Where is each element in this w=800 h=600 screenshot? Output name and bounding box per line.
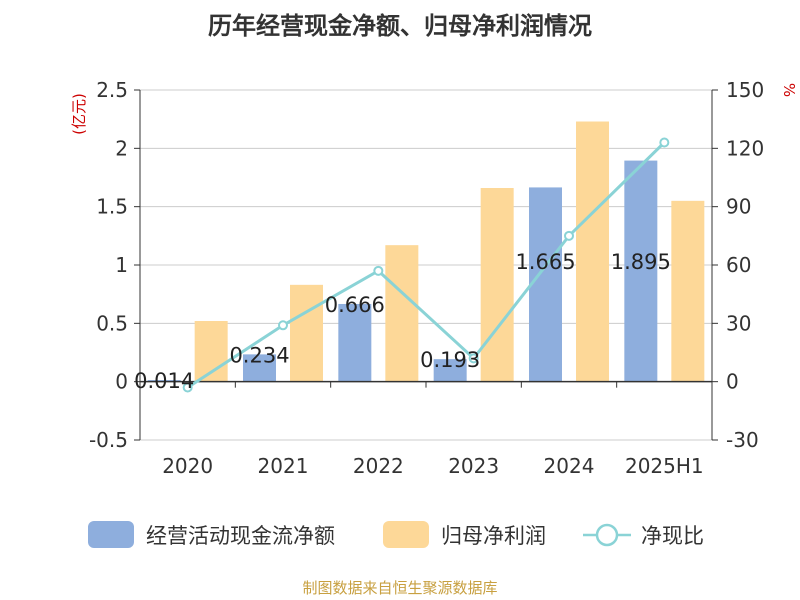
y-left-tick-label: 1.5 bbox=[96, 195, 128, 219]
source-note: 制图数据来自恒生聚源数据库 bbox=[302, 579, 498, 597]
bar-data-label: 0.234 bbox=[229, 343, 289, 367]
legend-label: 归母净利润 bbox=[441, 524, 546, 548]
y-right-tick-label: 60 bbox=[726, 253, 751, 277]
ratio-point bbox=[278, 320, 288, 331]
ratio-polyline bbox=[186, 141, 666, 389]
legend-label: 经营活动现金流净额 bbox=[146, 524, 335, 548]
y-right-tick-label: 0 bbox=[726, 370, 739, 394]
y-right-tick-label: -30 bbox=[726, 428, 759, 452]
legend-label: 净现比 bbox=[641, 524, 704, 548]
legend-swatch bbox=[88, 521, 134, 548]
ratio-line bbox=[182, 137, 670, 393]
bar-data-label: 1.895 bbox=[611, 250, 671, 274]
y-right-tick-label: 90 bbox=[726, 195, 751, 219]
bar-cash-flow bbox=[338, 303, 372, 382]
legend: 经营活动现金流净额 归母净利润 净现比 bbox=[88, 521, 704, 548]
data-labels: 0.014 0.234 0.666 0.193 1.665 1.895 bbox=[134, 250, 671, 393]
x-tick-label: 2021 bbox=[258, 454, 309, 478]
y-right-tick-label: 30 bbox=[726, 311, 751, 335]
x-tick-label: 2025H1 bbox=[625, 454, 704, 478]
bar-net-profit bbox=[290, 284, 323, 382]
x-tick-label: 2023 bbox=[448, 454, 499, 478]
y-left-tick-label: -0.5 bbox=[89, 428, 128, 452]
y-right-unit: % bbox=[780, 83, 798, 97]
ratio-point bbox=[373, 265, 384, 276]
x-tick-label: 2022 bbox=[353, 454, 404, 478]
bar-data-label: 0.666 bbox=[325, 293, 385, 317]
y-left-unit: (亿元) bbox=[70, 93, 88, 135]
y-left-tick-label: 2 bbox=[115, 136, 128, 160]
ratio-point bbox=[564, 230, 574, 241]
bar-net-profit bbox=[576, 121, 609, 382]
chart-title: 历年经营现金净额、归母净利润情况 bbox=[208, 12, 592, 40]
y-right-tick-label: 120 bbox=[726, 136, 764, 160]
bar-data-label: 0.193 bbox=[420, 348, 480, 372]
x-tick-label: 2020 bbox=[162, 454, 213, 478]
bars bbox=[147, 121, 705, 382]
bar-net-profit bbox=[480, 188, 514, 382]
bar-data-label: 1.665 bbox=[515, 250, 575, 274]
bar-net-profit bbox=[671, 200, 705, 382]
bar-cash-flow bbox=[624, 160, 658, 382]
legend-swatch bbox=[383, 521, 429, 548]
y-left-tick-label: 2.5 bbox=[96, 78, 128, 102]
bar-net-profit bbox=[385, 245, 419, 382]
bar-data-label: 0.014 bbox=[134, 369, 194, 393]
x-tick-label: 2024 bbox=[544, 454, 595, 478]
bar-cash-flow bbox=[529, 187, 562, 382]
bar-cash-flow bbox=[147, 380, 181, 382]
legend-marker bbox=[595, 523, 619, 547]
bar-cash-flow bbox=[433, 359, 467, 382]
ratio-point bbox=[182, 382, 193, 393]
axes: -0.5 0 0.5 1 1.5 2 2.5 -30 0 30 60 90 120 150 (亿元)% 202… bbox=[70, 78, 798, 478]
y-left-tick-label: 0 bbox=[115, 370, 128, 394]
y-left-tick-label: 1 bbox=[115, 253, 128, 277]
y-left-tick-label: 0.5 bbox=[96, 311, 128, 335]
y-right-tick-label: 150 bbox=[726, 78, 764, 102]
ratio-point bbox=[659, 137, 670, 148]
bar-cash-flow bbox=[243, 354, 276, 382]
ratio-point bbox=[468, 353, 479, 364]
